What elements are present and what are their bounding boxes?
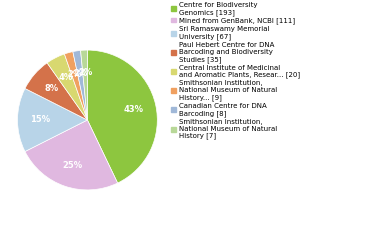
- Legend: Centre for Biodiversity
Genomics [193], Mined from GenBank, NCBI [111], Sri Rama: Centre for Biodiversity Genomics [193], …: [171, 1, 301, 140]
- Wedge shape: [25, 63, 87, 120]
- Text: 2%: 2%: [78, 68, 92, 77]
- Text: 2%: 2%: [68, 70, 82, 79]
- Text: 25%: 25%: [62, 161, 82, 169]
- Text: 15%: 15%: [30, 115, 50, 125]
- Text: 43%: 43%: [124, 105, 144, 114]
- Wedge shape: [87, 50, 157, 183]
- Wedge shape: [64, 52, 87, 120]
- Wedge shape: [17, 89, 87, 151]
- Wedge shape: [73, 50, 87, 120]
- Wedge shape: [25, 120, 118, 190]
- Wedge shape: [81, 50, 87, 120]
- Text: 2%: 2%: [73, 68, 87, 78]
- Wedge shape: [47, 54, 87, 120]
- Text: 8%: 8%: [44, 84, 59, 93]
- Text: 4%: 4%: [59, 73, 73, 82]
